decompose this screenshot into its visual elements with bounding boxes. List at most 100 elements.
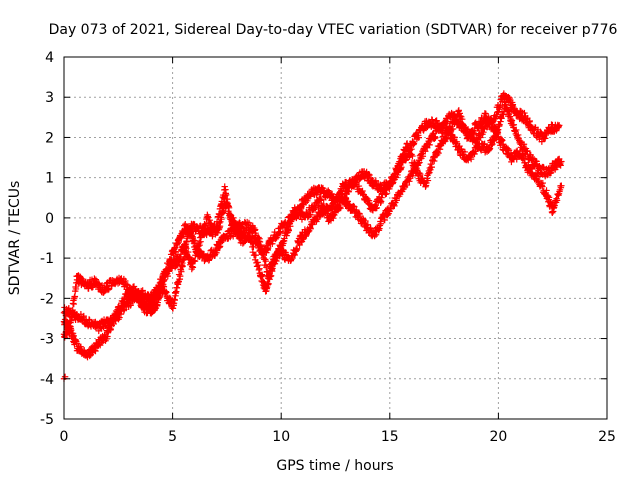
data-point xyxy=(260,278,267,285)
data-point xyxy=(455,107,463,114)
data-point xyxy=(323,206,330,213)
data-point xyxy=(349,182,356,189)
data-point xyxy=(224,202,232,209)
data-point xyxy=(86,352,93,360)
data-point xyxy=(486,145,494,152)
grid-lines xyxy=(64,57,607,419)
data-point xyxy=(444,134,451,142)
data-point xyxy=(524,147,531,155)
data-point xyxy=(538,138,546,145)
data-point xyxy=(68,317,75,324)
data-point xyxy=(70,332,77,340)
data-point xyxy=(342,194,350,202)
data-point xyxy=(408,151,415,158)
x-axis-label: GPS time / hours xyxy=(276,458,393,474)
data-point xyxy=(432,134,439,141)
data-point xyxy=(116,314,123,321)
data-point xyxy=(488,141,495,149)
data-point xyxy=(310,190,317,197)
x-tick-labels: 0 5 10 15 20 25 xyxy=(60,429,616,445)
data-point xyxy=(451,134,458,141)
data-point xyxy=(70,300,77,308)
data-point xyxy=(471,127,478,135)
data-point xyxy=(377,220,385,227)
data-point xyxy=(285,227,293,234)
data-point xyxy=(255,261,262,269)
data-point xyxy=(151,299,158,307)
data-point xyxy=(219,201,226,209)
data-point xyxy=(105,286,113,293)
y-tick-label: 2 xyxy=(45,130,54,146)
data-point xyxy=(293,245,301,253)
data-point xyxy=(250,243,257,251)
data-point xyxy=(416,169,423,177)
data-point xyxy=(178,268,185,275)
data-point xyxy=(200,229,208,237)
data-point xyxy=(255,266,263,274)
data-point xyxy=(296,241,303,249)
data-point xyxy=(246,234,254,242)
data-point xyxy=(69,306,76,314)
data-point xyxy=(221,183,228,190)
data-point xyxy=(393,197,400,204)
data-point xyxy=(513,156,520,163)
data-points xyxy=(60,90,565,382)
data-point xyxy=(521,109,528,117)
data-point xyxy=(409,152,416,160)
data-point xyxy=(245,228,252,236)
data-point xyxy=(108,282,115,290)
data-point xyxy=(428,163,435,171)
data-point xyxy=(513,126,520,134)
chart-title: Day 073 of 2021, Sidereal Day-to-day VTE… xyxy=(49,22,618,38)
data-point xyxy=(71,293,79,300)
data-point xyxy=(227,213,235,220)
data-point xyxy=(307,211,314,219)
data-point xyxy=(496,121,503,128)
data-point xyxy=(410,140,418,147)
data-point xyxy=(254,259,261,266)
y-tick-label: -5 xyxy=(40,412,54,428)
data-point xyxy=(202,221,210,229)
data-point xyxy=(129,298,137,305)
data-point xyxy=(276,248,283,256)
y-tick-labels: -5 -4 -3 -2 -1 0 1 2 3 4 xyxy=(40,50,54,428)
data-point xyxy=(144,309,151,317)
data-point xyxy=(213,226,220,234)
data-point xyxy=(191,237,199,245)
data-point xyxy=(147,304,155,311)
data-point xyxy=(426,141,433,149)
data-point xyxy=(273,257,280,265)
data-point xyxy=(267,272,275,279)
data-point xyxy=(186,254,194,261)
axis-ticks xyxy=(63,56,608,420)
data-point xyxy=(179,262,186,270)
data-point xyxy=(545,194,553,201)
data-point xyxy=(196,241,203,249)
data-point xyxy=(481,140,488,148)
data-point xyxy=(498,115,505,122)
data-point xyxy=(172,248,180,256)
data-point xyxy=(152,298,160,305)
y-tick-label: -1 xyxy=(40,251,54,267)
data-point xyxy=(195,247,202,254)
data-point xyxy=(453,117,461,125)
data-point xyxy=(127,302,134,309)
data-point xyxy=(117,310,125,318)
data-point xyxy=(359,187,366,195)
data-point xyxy=(180,231,188,238)
data-point xyxy=(556,122,563,129)
y-tick-label: 1 xyxy=(45,171,54,187)
data-point xyxy=(72,285,80,293)
y-tick-label: 0 xyxy=(45,211,54,227)
data-point xyxy=(337,204,344,212)
x-tick-label: 5 xyxy=(168,429,177,445)
data-point xyxy=(403,140,411,147)
data-point xyxy=(262,257,269,265)
data-point xyxy=(320,200,327,208)
data-point xyxy=(189,264,197,271)
data-point xyxy=(396,161,404,168)
data-point xyxy=(194,248,201,255)
data-point xyxy=(287,223,294,230)
data-point xyxy=(558,158,565,165)
